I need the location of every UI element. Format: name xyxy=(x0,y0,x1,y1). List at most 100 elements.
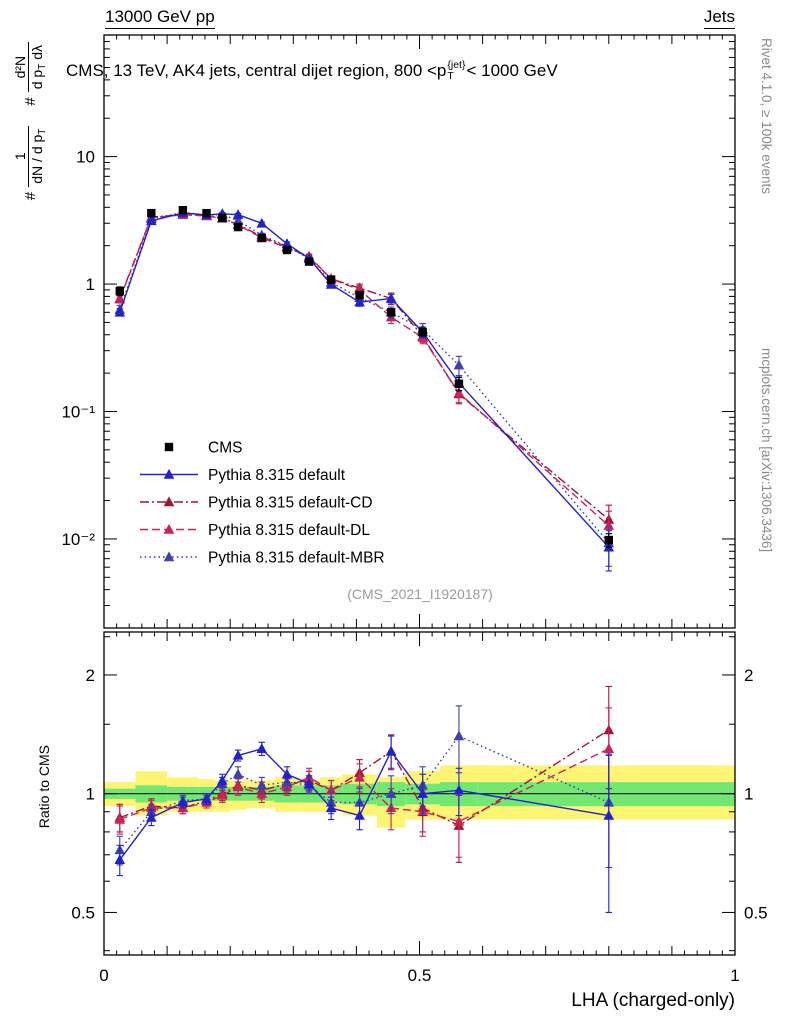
main-y-axis-label: # 1 dN / d pT # d²N d pT dλ xyxy=(12,42,49,200)
hash-symbol: # xyxy=(21,191,39,201)
rivet-version-label: Rivet 4.1.0, ≥ 100k events xyxy=(759,38,774,194)
data-point-triangle xyxy=(232,215,244,225)
legend-item-pythia-8-315-default: Pythia 8.315 default xyxy=(140,467,346,484)
data-point-square xyxy=(233,222,243,232)
legend-item-pythia-8-315-default-dl: Pythia 8.315 default-DL xyxy=(140,522,370,539)
main-y-tick-label: 10⁻¹ xyxy=(61,402,95,421)
data-point-triangle xyxy=(417,788,428,798)
ratio-y-tick-label-right: 2 xyxy=(744,666,753,685)
data-point-triangle xyxy=(453,730,465,741)
data-point-square xyxy=(218,213,227,223)
pt-jet-symbol: {jet} T xyxy=(447,59,466,83)
data-point-triangle xyxy=(354,809,365,820)
x-tick-label: 1 xyxy=(730,966,739,985)
data-point-triangle xyxy=(114,854,126,864)
y-label-fraction-1: # 1 dN / d pT xyxy=(12,125,49,201)
data-point-triangle xyxy=(256,779,268,790)
data-point-square xyxy=(147,208,156,218)
data-point-triangle xyxy=(354,771,365,782)
data-point-triangle xyxy=(385,292,397,303)
data-point-triangle xyxy=(163,551,175,562)
data-point-triangle xyxy=(385,788,397,798)
frac1-denominator: dN / d pT xyxy=(28,125,49,187)
legend-label: CMS xyxy=(208,440,242,457)
data-point-triangle xyxy=(163,523,175,534)
plot-title-pre: CMS, 13 TeV, AK4 jets, central dijet reg… xyxy=(66,61,447,81)
mcplots-credit-label: mcplots.cern.ch [arXiv:1306.3436] xyxy=(759,348,774,553)
data-point-triangle xyxy=(177,796,189,807)
data-point-triangle xyxy=(453,784,465,795)
main-y-tick-label: 10⁻² xyxy=(61,530,95,549)
data-point-triangle xyxy=(232,749,244,760)
hash-symbol: # xyxy=(21,97,39,106)
plot-title-sub: T xyxy=(447,70,454,83)
analysis-id-watermark: (CMS_2021_I1920187) xyxy=(347,586,493,602)
data-point-triangle xyxy=(325,802,337,813)
data-point-square xyxy=(115,286,124,296)
frac2-denominator: d pT dλ xyxy=(28,42,49,93)
ratio-y-tick-label: 1 xyxy=(86,785,95,804)
data-point-triangle xyxy=(385,745,397,756)
data-point-triangle xyxy=(256,743,268,753)
main-y-ticks xyxy=(104,41,735,607)
data-point-triangle xyxy=(281,238,293,248)
analysis-group-label: Jets xyxy=(703,7,735,29)
data-point-triangle xyxy=(114,306,126,317)
data-point-triangle xyxy=(603,520,615,530)
main-series-cms xyxy=(115,205,613,548)
data-point-square xyxy=(304,257,314,266)
plot-title-sup: {jet} xyxy=(447,59,466,71)
frac1-numerator: 1 xyxy=(12,152,28,161)
x-tick-label: 0.5 xyxy=(408,966,432,985)
data-point-triangle xyxy=(281,768,293,779)
ratio-y-tick-label-right: 1 xyxy=(744,785,753,804)
main-series-pythia-8-315-default xyxy=(114,207,615,572)
legend-label: Pythia 8.315 default-CD xyxy=(208,495,373,512)
data-point-triangle xyxy=(303,778,315,788)
ratio-y-tick-label: 0.5 xyxy=(71,903,95,922)
x-axis-label: LHA (charged-only) xyxy=(571,990,735,1011)
main-y-tick-label: 10 xyxy=(76,148,95,167)
ratio-y-axis-label: Ratio to CMS xyxy=(36,745,52,829)
data-point-triangle xyxy=(163,496,175,507)
data-point-triangle xyxy=(453,387,465,398)
x-axis-ticks xyxy=(103,35,736,955)
data-point-square xyxy=(326,275,336,284)
frac2-numerator: d²N xyxy=(12,55,28,79)
data-point-triangle xyxy=(146,215,157,226)
series-line xyxy=(119,213,610,521)
data-point-square xyxy=(454,379,464,388)
plot-title: CMS, 13 TeV, AK4 jets, central dijet reg… xyxy=(66,59,558,83)
data-point-square xyxy=(355,290,364,300)
main-y-tick-label: 1 xyxy=(86,275,95,294)
legend-label: Pythia 8.315 default-MBR xyxy=(208,550,385,567)
beam-energy-label: 13000 GeV pp xyxy=(105,7,215,29)
plot-title-post: < 1000 GeV xyxy=(466,61,558,81)
data-point-triangle xyxy=(163,468,175,479)
data-point-square xyxy=(178,205,188,215)
y-label-fraction-2: # d²N d pT dλ xyxy=(12,42,49,106)
series-line xyxy=(119,213,610,527)
data-point-square xyxy=(386,308,396,317)
data-point-triangle xyxy=(217,774,228,785)
ratio-y-tick-label-right: 0.5 xyxy=(744,903,768,922)
data-point-square xyxy=(257,233,266,243)
legend-label: Pythia 8.315 default-DL xyxy=(208,522,370,539)
data-point-square xyxy=(604,535,613,545)
legend-item-cms: CMS xyxy=(164,440,242,457)
data-point-triangle xyxy=(217,789,228,800)
ratio-series-pythia-8-315-default xyxy=(114,735,615,913)
data-point-triangle xyxy=(603,809,615,820)
data-point-triangle xyxy=(232,781,244,792)
data-point-triangle xyxy=(114,293,126,304)
legend: CMS Pythia 8.315 default Pythia 8.315 defa… xyxy=(140,440,385,567)
data-point-square xyxy=(202,208,211,218)
data-point-square xyxy=(164,442,174,452)
data-point-triangle xyxy=(201,793,212,804)
legend-label: Pythia 8.315 default xyxy=(208,467,346,484)
data-point-square xyxy=(282,245,292,255)
ratio-y-ticks xyxy=(104,636,735,952)
data-point-triangle xyxy=(114,813,126,824)
legend-item-pythia-8-315-default-mbr: Pythia 8.315 default-MBR xyxy=(140,550,385,567)
